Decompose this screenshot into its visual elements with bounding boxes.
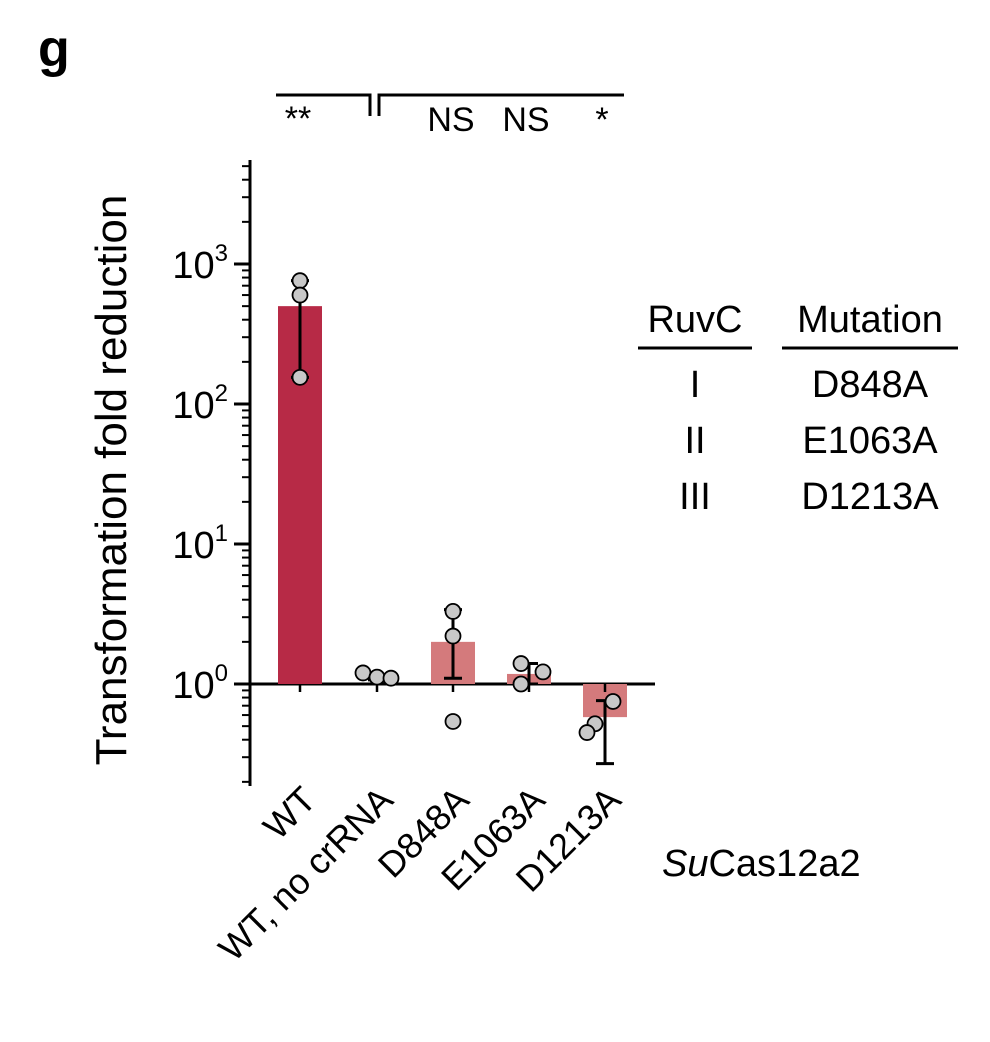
data-point (534, 663, 552, 681)
y-tick-label: 103 (172, 240, 228, 287)
panel-label: g (38, 20, 70, 78)
data-point (291, 272, 309, 290)
data-point (512, 675, 530, 693)
sig-label-e1063a: NS (502, 101, 549, 139)
y-tick-exponent: 1 (215, 520, 228, 547)
y-tick-exponent: 3 (215, 240, 228, 267)
significance-left: ** (276, 93, 372, 138)
sig-label-d1213a: * (595, 101, 608, 139)
mutation-table: RuvC Mutation I D848A II E1063A III D121… (638, 299, 958, 518)
bracket-left (276, 93, 372, 116)
table-cell-ruvc: III (679, 476, 711, 518)
table-cell-ruvc: I (690, 364, 701, 406)
table-cell-ruvc: II (684, 420, 705, 462)
data-point (444, 603, 462, 620)
data-point (578, 724, 596, 741)
significance-right: NS NS * (377, 93, 624, 139)
data-point (382, 669, 400, 687)
y-tick-exponent: 2 (215, 380, 228, 407)
data-point (291, 368, 309, 386)
data-point (368, 668, 386, 686)
data-point (512, 655, 530, 672)
data-point (444, 627, 462, 645)
y-tick-label: 100 (172, 660, 228, 707)
y-tick-label: 101 (172, 520, 228, 567)
data-point (444, 713, 462, 730)
y-tick-label: 102 (172, 380, 228, 427)
data-point (291, 286, 309, 304)
table-header-ruvc: RuvC (647, 299, 742, 341)
data-points (291, 272, 622, 741)
y-tick-base: 10 (172, 245, 214, 287)
data-point (604, 693, 622, 710)
y-minor-ticks (242, 165, 250, 783)
table-cell-mutation: D1213A (801, 476, 939, 518)
y-axis-title: Transformation fold reduction (87, 195, 136, 766)
protein-label-rest: Cas12a2 (708, 843, 860, 885)
sig-label-wt: ** (285, 100, 311, 138)
protein-label-italic: Su (662, 843, 708, 885)
x-ticks (298, 684, 607, 692)
sig-label-d848a: NS (427, 101, 474, 139)
bracket-right (377, 93, 624, 116)
table-cell-mutation: E1063A (802, 420, 938, 462)
y-tick-base: 10 (172, 385, 214, 427)
table-cell-mutation: D848A (812, 364, 929, 406)
table-header-mutation: Mutation (797, 299, 943, 341)
y-tick-exponent: 0 (215, 660, 228, 687)
y-tick-base: 10 (172, 525, 214, 567)
protein-label: SuCas12a2 (662, 843, 861, 885)
y-tick-base: 10 (172, 665, 214, 707)
y-major-ticks (234, 262, 250, 686)
data-point (354, 664, 372, 682)
